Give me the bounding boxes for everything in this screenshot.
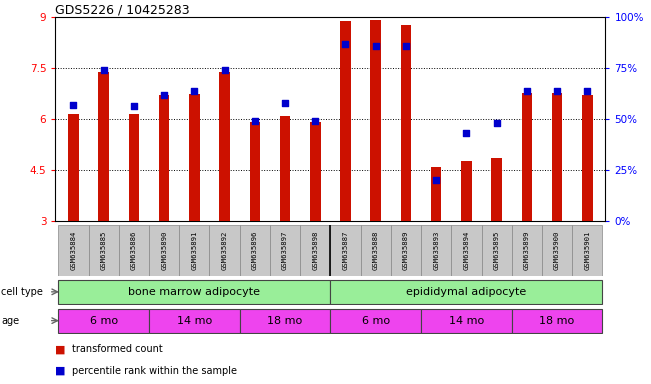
Bar	[572, 225, 602, 276]
Text: cell type: cell type	[1, 287, 43, 297]
Text: GSM635889: GSM635889	[403, 231, 409, 270]
Point	[98, 67, 109, 73]
Bar	[512, 309, 602, 333]
Text: GSM635899: GSM635899	[524, 231, 530, 270]
Point	[340, 41, 351, 47]
Text: GSM635888: GSM635888	[373, 231, 379, 270]
Text: GSM635893: GSM635893	[433, 231, 439, 270]
Bar	[330, 280, 602, 304]
Point	[159, 91, 169, 98]
Point	[219, 67, 230, 73]
Bar	[280, 116, 290, 221]
Text: transformed count: transformed count	[72, 344, 162, 354]
Text: ■: ■	[55, 344, 66, 354]
Text: GSM635885: GSM635885	[101, 231, 107, 270]
Point	[68, 102, 79, 108]
Bar	[159, 95, 169, 221]
Bar	[59, 225, 89, 276]
Bar	[451, 225, 482, 276]
Text: GSM635890: GSM635890	[161, 231, 167, 270]
Bar	[431, 167, 441, 221]
Text: GSM635901: GSM635901	[585, 231, 590, 270]
Bar	[340, 22, 351, 221]
Text: 14 mo: 14 mo	[449, 316, 484, 326]
Bar	[421, 225, 451, 276]
Bar	[552, 93, 562, 221]
Text: GSM635886: GSM635886	[131, 231, 137, 270]
Bar	[461, 161, 472, 221]
Bar	[89, 225, 118, 276]
Bar	[210, 225, 240, 276]
Bar	[270, 225, 300, 276]
Text: age: age	[1, 316, 20, 326]
Bar	[521, 93, 532, 221]
Text: ■: ■	[55, 366, 66, 376]
Text: GSM635892: GSM635892	[221, 231, 228, 270]
Bar	[240, 225, 270, 276]
Bar	[310, 122, 320, 221]
Text: bone marrow adipocyte: bone marrow adipocyte	[128, 287, 260, 297]
Point	[401, 43, 411, 49]
Bar	[68, 114, 79, 221]
Bar	[400, 25, 411, 221]
Text: GSM635891: GSM635891	[191, 231, 197, 270]
Text: GSM635887: GSM635887	[342, 231, 348, 270]
Bar	[482, 225, 512, 276]
Point	[370, 43, 381, 49]
Text: GDS5226 / 10425283: GDS5226 / 10425283	[55, 4, 190, 17]
Bar	[98, 71, 109, 221]
Text: 6 mo: 6 mo	[362, 316, 390, 326]
Text: 14 mo: 14 mo	[176, 316, 212, 326]
Text: GSM635900: GSM635900	[554, 231, 560, 270]
Bar	[300, 225, 330, 276]
Point	[189, 88, 200, 94]
Point	[552, 88, 562, 94]
Bar	[391, 225, 421, 276]
Point	[310, 118, 320, 124]
Point	[521, 88, 532, 94]
Text: GSM635897: GSM635897	[282, 231, 288, 270]
Text: GSM635884: GSM635884	[70, 231, 76, 270]
Bar	[240, 309, 330, 333]
Bar	[59, 309, 149, 333]
Point	[431, 177, 441, 183]
Bar	[330, 225, 361, 276]
Bar	[118, 225, 149, 276]
Bar	[189, 94, 200, 221]
Text: 6 mo: 6 mo	[90, 316, 118, 326]
Bar	[542, 225, 572, 276]
Bar	[421, 309, 512, 333]
Bar	[149, 309, 240, 333]
Bar	[129, 114, 139, 221]
Point	[129, 103, 139, 109]
Text: 18 mo: 18 mo	[540, 316, 575, 326]
Point	[461, 130, 471, 136]
Text: GSM635894: GSM635894	[464, 231, 469, 270]
Bar	[149, 225, 179, 276]
Bar	[179, 225, 210, 276]
Bar	[330, 309, 421, 333]
Bar	[249, 122, 260, 221]
Text: epididymal adipocyte: epididymal adipocyte	[406, 287, 527, 297]
Text: GSM635896: GSM635896	[252, 231, 258, 270]
Point	[582, 88, 592, 94]
Bar	[512, 225, 542, 276]
Bar	[582, 94, 592, 221]
Bar	[219, 71, 230, 221]
Bar	[492, 158, 502, 221]
Point	[280, 100, 290, 106]
Point	[492, 120, 502, 126]
Bar	[361, 225, 391, 276]
Bar	[59, 280, 330, 304]
Text: 18 mo: 18 mo	[268, 316, 303, 326]
Bar	[370, 20, 381, 221]
Text: GSM635895: GSM635895	[493, 231, 499, 270]
Point	[249, 118, 260, 124]
Text: percentile rank within the sample: percentile rank within the sample	[72, 366, 236, 376]
Text: GSM635898: GSM635898	[312, 231, 318, 270]
